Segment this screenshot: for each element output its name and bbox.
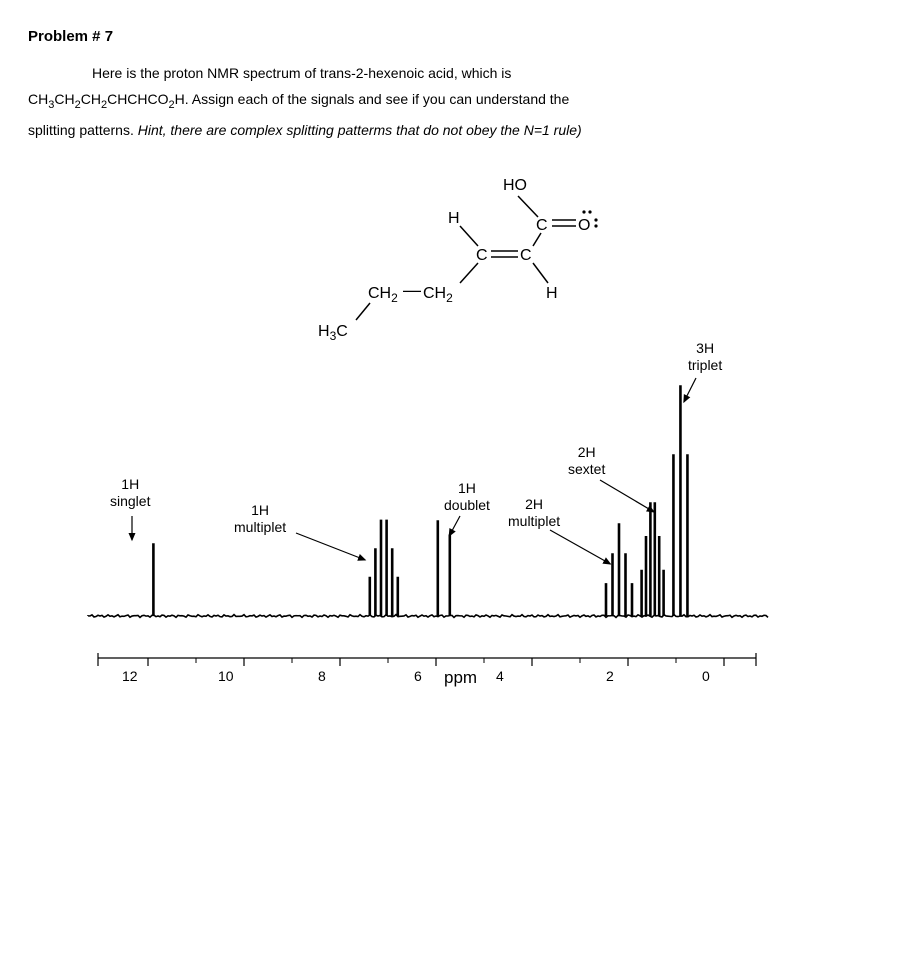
figure-area: HO C O H C C H [48, 168, 788, 728]
label-2h-multiplet: 2H multiplet [508, 496, 560, 530]
axis-tick-8: 8 [318, 668, 326, 685]
label-line: doublet [444, 497, 490, 513]
formula-part: CHCHCO [107, 91, 168, 107]
formula-part: CH [54, 91, 74, 107]
formula-part: CH [81, 91, 101, 107]
label-3h-triplet: 3H triplet [688, 340, 722, 374]
axis-tick-0: 0 [702, 668, 710, 685]
label-1h-doublet: 1H doublet [444, 480, 490, 514]
label-line: triplet [688, 357, 722, 373]
label-line: 3H [696, 340, 714, 356]
label-line: 2H [525, 496, 543, 512]
label-line: 2H [578, 444, 596, 460]
label-line: 1H [251, 502, 269, 518]
problem-title: Problem # 7 [28, 28, 884, 45]
label-line: 1H [458, 480, 476, 496]
axis-label-ppm: ppm [444, 668, 477, 688]
label-line: multiplet [234, 519, 286, 535]
label-1h-singlet: 1H singlet [110, 476, 150, 510]
intro-text: splitting patterns. [28, 122, 138, 138]
intro-text: H. Assign each of the signals and see if… [175, 91, 570, 107]
label-line: multiplet [508, 513, 560, 529]
formula-part: CH [28, 91, 48, 107]
hint-text: Hint, there are complex splitting patter… [138, 122, 582, 138]
label-2h-sextet: 2H sextet [568, 444, 605, 478]
label-line: 1H [121, 476, 139, 492]
axis-tick-10: 10 [218, 668, 234, 685]
label-1h-multiplet: 1H multiplet [234, 502, 286, 536]
axis-tick-4: 4 [496, 668, 504, 685]
intro-line-3: splitting patterns. Hint, there are comp… [28, 120, 884, 140]
label-line: sextet [568, 461, 605, 477]
intro-line-2: CH3CH2CH2CHCHCO2H. Assign each of the si… [28, 89, 884, 114]
axis-tick-2: 2 [606, 668, 614, 685]
intro-line-1: Here is the proton NMR spectrum of trans… [92, 63, 884, 83]
nmr-spectrum-svg [48, 168, 788, 728]
axis-tick-6: 6 [414, 668, 422, 685]
axis-tick-12: 12 [122, 668, 138, 685]
label-line: singlet [110, 493, 150, 509]
